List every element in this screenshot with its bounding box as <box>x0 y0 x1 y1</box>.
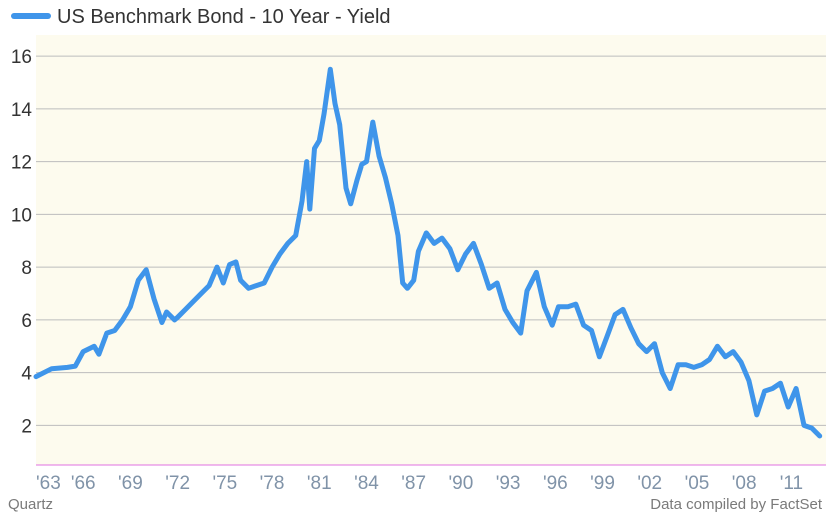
plot-area <box>36 35 826 465</box>
x-tick-label: '93 <box>496 473 521 494</box>
x-tick-label: '63 <box>36 473 61 494</box>
footer-right-credit: Data compiled by FactSet <box>650 496 822 513</box>
x-tick-label: '99 <box>590 473 615 494</box>
x-tick-label: '87 <box>401 473 426 494</box>
gridlines <box>36 55 826 426</box>
x-tick-label: '75 <box>212 473 237 494</box>
legend: US Benchmark Bond - 10 Year - Yield <box>11 6 391 28</box>
footer-left-credit: Quartz <box>8 496 54 513</box>
y-tick-label: 6 <box>21 311 32 332</box>
x-tick-label: '08 <box>732 473 757 494</box>
x-tick-label: '96 <box>543 473 568 494</box>
x-tick-label: '05 <box>685 473 710 494</box>
y-tick-label: 4 <box>21 364 32 385</box>
y-tick-label: 2 <box>21 416 32 437</box>
x-tick-label: '66 <box>71 473 96 494</box>
y-tick-label: 12 <box>11 153 32 174</box>
x-tick-label: '11 <box>780 473 803 494</box>
x-tick-label: '81 <box>307 473 332 494</box>
x-tick-label: '90 <box>449 473 474 494</box>
x-axis-ticks: '63 '66 '69 '72 '75 '78 '81 '84 '87 '90 '93 '96 '99 '… <box>36 473 803 494</box>
legend-label: US Benchmark Bond - 10 Year - Yield <box>57 6 391 28</box>
x-tick-label: '02 <box>637 473 662 494</box>
y-tick-label: 8 <box>21 258 32 279</box>
x-tick-label: '84 <box>354 473 379 494</box>
y-axis-ticks: 2 4 6 8 10 12 14 16 <box>11 47 33 437</box>
y-tick-label: 14 <box>11 100 33 121</box>
x-tick-label: '78 <box>260 473 285 494</box>
x-tick-label: '72 <box>165 473 190 494</box>
y-tick-label: 16 <box>11 47 32 68</box>
y-tick-label: 10 <box>11 205 32 226</box>
series-line-us-10y-yield <box>33 66 823 439</box>
x-tick-label: '69 <box>118 473 143 494</box>
